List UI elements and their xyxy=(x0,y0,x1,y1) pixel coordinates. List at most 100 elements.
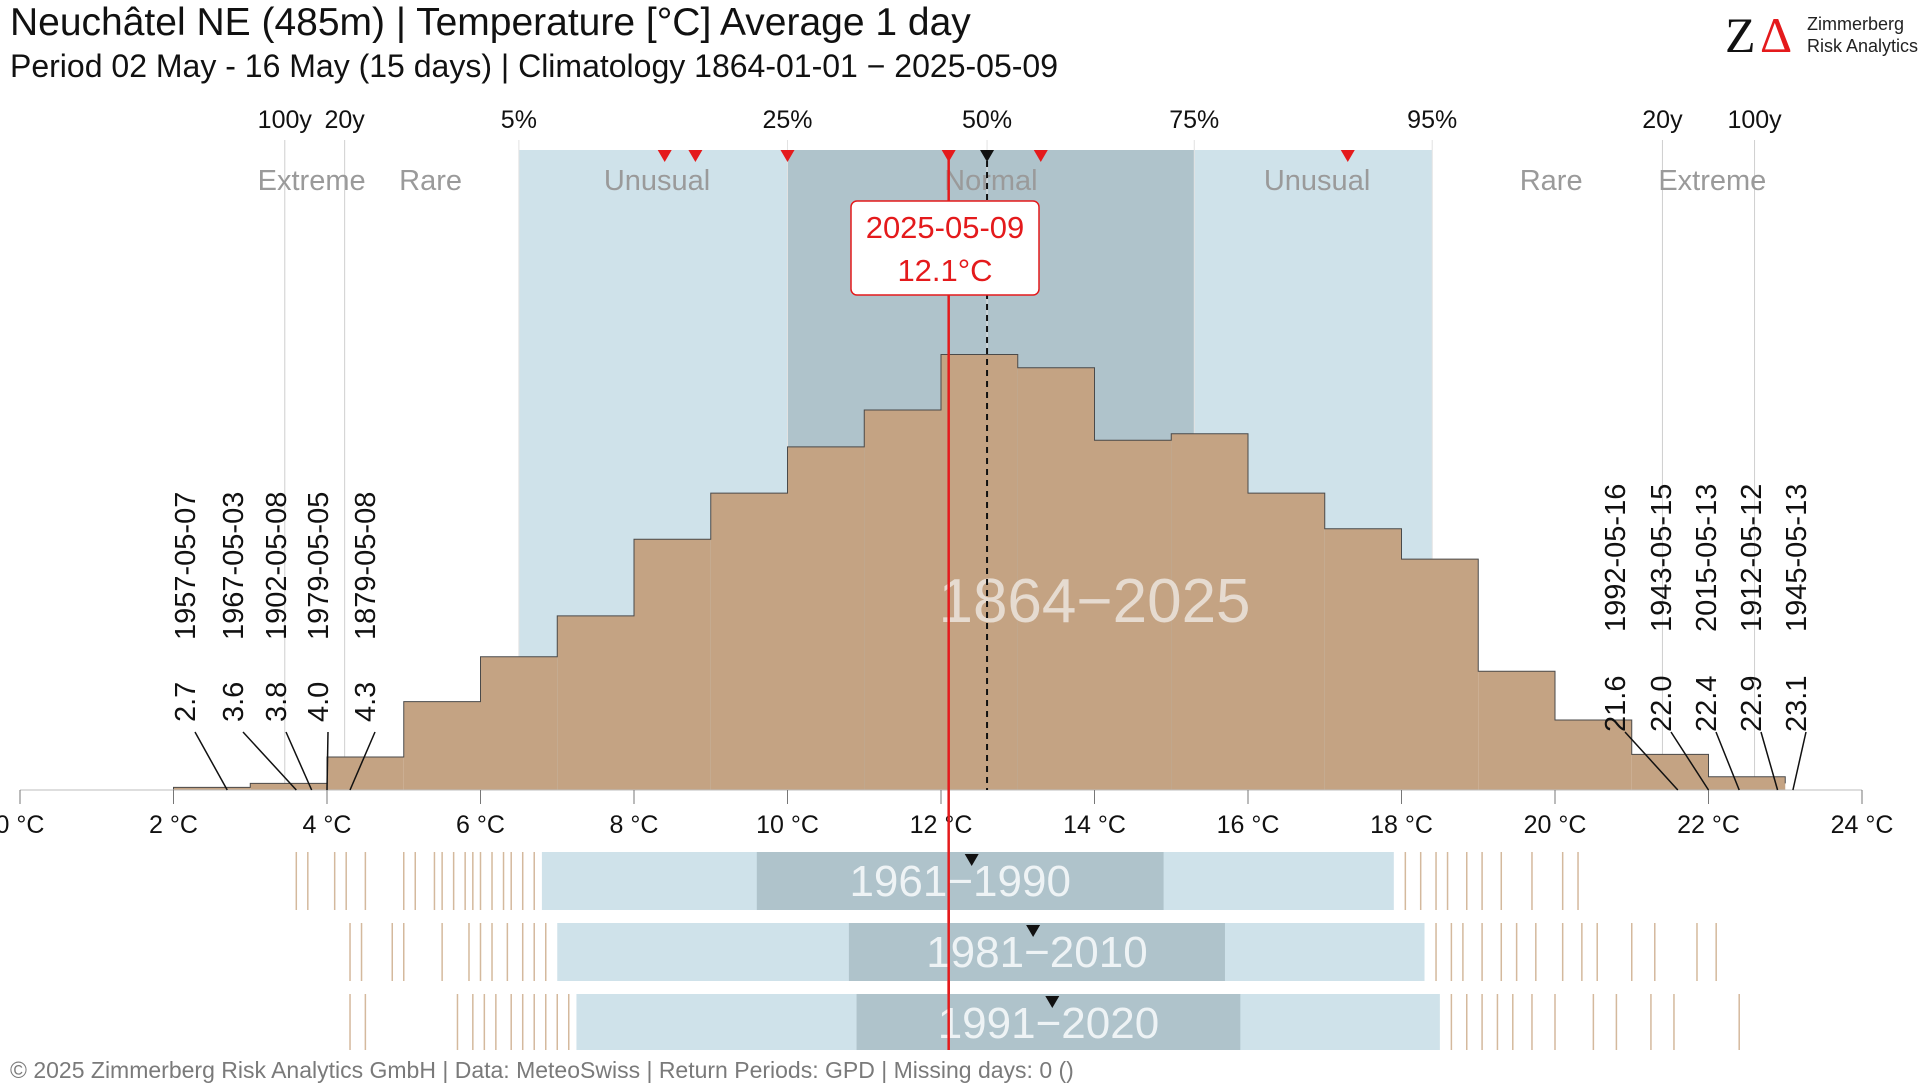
logo-text-line2: Risk Analytics xyxy=(1807,36,1919,56)
climatology-band-normal xyxy=(756,852,1164,910)
x-tick-label: 16 °C xyxy=(1217,811,1280,839)
histogram-bar xyxy=(1248,493,1325,790)
climatology-median-marker xyxy=(964,854,979,866)
histogram-bar xyxy=(1171,433,1248,790)
extreme-leader xyxy=(326,731,329,791)
climatology-period-label: 1981−2010 xyxy=(926,928,1147,977)
extreme-leader xyxy=(1715,731,1740,791)
histogram-bar xyxy=(327,757,404,790)
zone-label: Rare xyxy=(399,165,462,197)
extreme-leader xyxy=(242,731,297,791)
threshold-label: 20y xyxy=(1642,106,1683,134)
threshold-label: 50% xyxy=(962,106,1012,134)
extreme-leader xyxy=(1760,731,1779,791)
x-tick-label: 22 °C xyxy=(1677,811,1740,839)
company-logo: Z Δ Zimmerberg Risk Analytics xyxy=(1725,7,1919,63)
extreme-date-label: 2015-05-13 xyxy=(1691,484,1723,632)
extreme-value-label: 4.0 xyxy=(303,682,335,722)
x-tick-label: 0 °C xyxy=(0,811,44,839)
zone-label: Extreme xyxy=(1658,165,1766,197)
zone-label: Normal xyxy=(944,165,1037,197)
x-tick-label: 12 °C xyxy=(910,811,973,839)
logo-text-line1: Zimmerberg xyxy=(1807,14,1905,34)
chart-title: Neuchâtel NE (485m) | Temperature [°C] A… xyxy=(10,1,971,44)
current-label-box xyxy=(850,200,1040,296)
histogram-bar xyxy=(1094,440,1172,790)
zone-label: Unusual xyxy=(1264,165,1370,197)
histogram-bar xyxy=(480,656,558,790)
recent-marker xyxy=(1033,150,1048,162)
extreme-value-label: 21.6 xyxy=(1600,676,1632,732)
histogram-bar xyxy=(1555,720,1632,790)
x-tick-label: 2 °C xyxy=(149,811,198,839)
threshold-label: 100y xyxy=(258,106,313,134)
climatology-band-normal xyxy=(848,923,1225,981)
threshold-label: 25% xyxy=(762,106,812,134)
current-value-label: 12.1°C xyxy=(897,253,992,288)
threshold-label: 5% xyxy=(501,106,537,134)
extreme-leader xyxy=(349,731,376,791)
extreme-date-label: 1967-05-03 xyxy=(218,492,250,640)
histogram-bar xyxy=(787,446,865,790)
extreme-leader xyxy=(1792,731,1807,791)
x-tick-label: 14 °C xyxy=(1063,811,1126,839)
histogram-bar xyxy=(710,493,788,790)
climatology-median-marker xyxy=(1045,996,1060,1008)
extreme-date-label: 1943-05-15 xyxy=(1646,484,1678,632)
histogram-bar xyxy=(1401,559,1479,790)
extreme-value-label: 22.9 xyxy=(1736,676,1768,732)
extreme-value-label: 2.7 xyxy=(170,682,202,722)
extreme-date-label: 1945-05-13 xyxy=(1781,484,1813,632)
x-tick-label: 10 °C xyxy=(756,811,819,839)
extreme-date-label: 1979-05-05 xyxy=(303,492,335,640)
x-tick-label: 6 °C xyxy=(456,811,505,839)
extreme-leader xyxy=(1670,731,1710,791)
extreme-value-label: 3.8 xyxy=(261,682,293,722)
zone-label: Extreme xyxy=(258,165,366,197)
extreme-date-label: 1992-05-16 xyxy=(1600,484,1632,632)
histogram-bar xyxy=(250,783,327,790)
histogram-bar xyxy=(1017,367,1095,790)
chart-subtitle: Period 02 May - 16 May (15 days) | Clima… xyxy=(10,48,1058,84)
distribution-chart: 100y 20y 5% 25% 50% 75% 95% 20y 100y Extreme Rare U… xyxy=(0,106,1894,1050)
threshold-label: 20y xyxy=(324,106,365,134)
period-label: 1864−2025 xyxy=(938,567,1250,636)
extreme-value-label: 4.3 xyxy=(350,682,382,722)
logo-mark-z: Z xyxy=(1725,7,1756,63)
extreme-leader xyxy=(1624,731,1679,791)
extreme-value-label: 22.4 xyxy=(1691,676,1723,732)
climatology-median-marker xyxy=(1026,925,1041,937)
threshold-label: 95% xyxy=(1407,106,1457,134)
histogram-bar xyxy=(864,409,941,790)
x-tick-label: 18 °C xyxy=(1370,811,1433,839)
histogram-bar xyxy=(941,354,1018,790)
x-tick-label: 8 °C xyxy=(610,811,659,839)
threshold-label: 100y xyxy=(1727,106,1782,134)
x-tick-label: 24 °C xyxy=(1831,811,1894,839)
histogram-outline xyxy=(173,354,1786,790)
histogram-bar xyxy=(634,539,711,790)
recent-marker xyxy=(657,150,672,162)
current-date-label: 2025-05-09 xyxy=(866,210,1025,245)
extreme-value-label: 3.6 xyxy=(218,682,250,722)
climatology-period-label: 1961−1990 xyxy=(849,857,1070,906)
extreme-date-label: 1957-05-07 xyxy=(170,492,202,640)
footer-credits: © 2025 Zimmerberg Risk Analytics GmbH | … xyxy=(10,1057,1074,1083)
extreme-value-label: 22.0 xyxy=(1646,676,1678,732)
extreme-date-label: 1912-05-12 xyxy=(1736,484,1768,632)
x-tick-label: 20 °C xyxy=(1524,811,1587,839)
zone-label: Unusual xyxy=(604,165,710,197)
histogram-bar xyxy=(1324,528,1402,790)
recent-marker xyxy=(688,150,703,162)
extreme-value-label: 23.1 xyxy=(1781,676,1813,732)
zone-label: Rare xyxy=(1520,165,1583,197)
histogram-bar xyxy=(557,615,634,790)
recent-marker xyxy=(780,150,795,162)
extreme-leader xyxy=(194,731,228,791)
histogram-bar xyxy=(1631,754,1709,790)
histogram-bar xyxy=(403,701,481,790)
climatology-period-label: 1991−2020 xyxy=(938,999,1159,1048)
histogram-bar xyxy=(1478,671,1555,790)
histogram-bar xyxy=(1708,776,1786,790)
threshold-label: 75% xyxy=(1169,106,1219,134)
